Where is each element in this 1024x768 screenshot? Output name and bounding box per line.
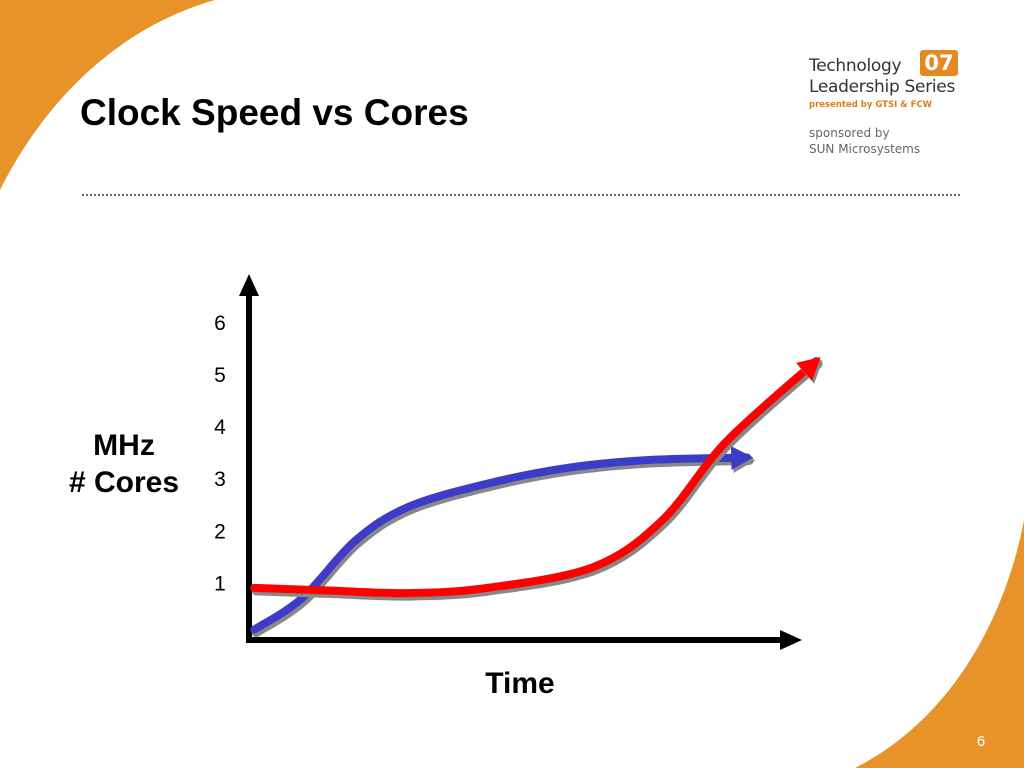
title-divider	[82, 194, 960, 196]
top-left-swoosh	[0, 0, 215, 190]
x-axis-arrowhead	[780, 630, 802, 650]
bottom-right-swoosh	[855, 520, 1024, 768]
sponsored-by-label: sponsored by	[809, 126, 890, 140]
chart-axes	[239, 274, 802, 650]
series-line	[250, 357, 823, 601]
y-tick-label: 2	[214, 520, 226, 543]
x-axis-label: Time	[485, 667, 555, 700]
series-line	[250, 445, 756, 638]
y-tick-labels: 1 2 3 4 5 6	[214, 312, 226, 596]
y-axis-label-line-1: MHz	[93, 429, 155, 462]
slide-title: Clock Speed vs Cores	[80, 92, 469, 133]
logo-presented-by: presented by GTSI & FCW	[809, 100, 933, 110]
y-tick-label: 6	[214, 312, 226, 335]
y-axis-label: MHz # Cores	[56, 427, 192, 501]
chart-series	[250, 357, 823, 638]
series-shadow	[251, 456, 754, 638]
y-axis-arrowhead	[239, 274, 259, 296]
y-tick-label: 4	[214, 416, 226, 439]
page-number: 6	[976, 733, 986, 750]
y-tick-label: 3	[214, 468, 226, 491]
y-tick-label: 1	[214, 572, 226, 595]
series-path	[250, 453, 752, 634]
logo-line-2: Leadership Series	[809, 77, 956, 97]
series-path	[250, 357, 821, 598]
logo-badge: 07	[920, 50, 958, 76]
y-axis-label-line-2: # Cores	[68, 466, 180, 499]
series-arrowhead	[796, 357, 821, 381]
logo-line-1: Technology	[809, 56, 902, 76]
event-logo: Technology 07 Leadership Series presente…	[808, 48, 978, 168]
series-arrowhead	[730, 445, 754, 470]
sponsor-name: SUN Microsystems	[809, 142, 921, 156]
y-tick-label: 5	[214, 364, 226, 387]
